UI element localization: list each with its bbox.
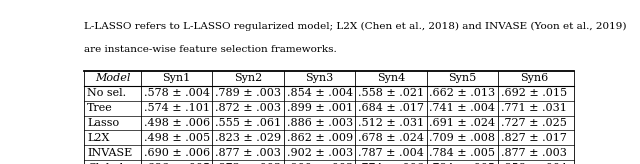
- Text: .827 ± .017: .827 ± .017: [501, 133, 567, 143]
- Text: .574 ± .101: .574 ± .101: [144, 103, 210, 113]
- Text: Syn3: Syn3: [305, 73, 333, 83]
- Text: .709 ± .008: .709 ± .008: [429, 133, 495, 143]
- Text: Syn1: Syn1: [163, 73, 191, 83]
- Text: .784 ± .005: .784 ± .005: [429, 163, 495, 164]
- Text: No sel.: No sel.: [87, 88, 126, 98]
- Text: .498 ± .006: .498 ± .006: [143, 118, 210, 128]
- Text: Lasso: Lasso: [87, 118, 119, 128]
- Text: Syn5: Syn5: [448, 73, 477, 83]
- Text: Global: Global: [87, 163, 123, 164]
- Text: .899 ± .001: .899 ± .001: [287, 103, 353, 113]
- Text: .886 ± .003: .886 ± .003: [287, 118, 353, 128]
- Text: .873 ± .003: .873 ± .003: [215, 163, 281, 164]
- Text: .578 ± .004: .578 ± .004: [144, 88, 210, 98]
- Text: .900 ± .003: .900 ± .003: [287, 163, 353, 164]
- Text: are instance-wise feature selection frameworks.: are instance-wise feature selection fram…: [84, 45, 337, 54]
- Text: .741 ± .004: .741 ± .004: [429, 103, 495, 113]
- Text: INVASE: INVASE: [87, 148, 132, 158]
- Text: .789 ± .003: .789 ± .003: [215, 88, 281, 98]
- Text: .692 ± .015: .692 ± .015: [500, 88, 567, 98]
- Text: .691 ± .024: .691 ± .024: [429, 118, 495, 128]
- Text: .854 ± .004: .854 ± .004: [287, 88, 353, 98]
- Text: .558 ± .021: .558 ± .021: [358, 88, 424, 98]
- Text: .555 ± .061: .555 ± .061: [215, 118, 281, 128]
- Text: Syn2: Syn2: [234, 73, 262, 83]
- Text: .498 ± .005: .498 ± .005: [143, 133, 210, 143]
- Text: .690 ± .006: .690 ± .006: [143, 148, 210, 158]
- Text: .684 ± .017: .684 ± .017: [358, 103, 424, 113]
- Text: .902 ± .003: .902 ± .003: [287, 148, 353, 158]
- Text: L2X: L2X: [87, 133, 109, 143]
- Text: Tree: Tree: [87, 103, 113, 113]
- Text: .678 ± .024: .678 ± .024: [358, 133, 424, 143]
- Text: .774 ± .006: .774 ± .006: [358, 163, 424, 164]
- Text: .784 ± .005: .784 ± .005: [429, 148, 495, 158]
- Text: .872 ± .003: .872 ± .003: [215, 103, 281, 113]
- Text: Syn6: Syn6: [520, 73, 548, 83]
- Text: L-LASSO refers to L-LASSO regularized model; L2X (Chen et al., 2018) and INVASE : L-LASSO refers to L-LASSO regularized mo…: [84, 22, 627, 31]
- Text: .823 ± .029: .823 ± .029: [215, 133, 281, 143]
- Text: .771 ± .031: .771 ± .031: [501, 103, 567, 113]
- Text: .727 ± .025: .727 ± .025: [501, 118, 567, 128]
- Text: Syn4: Syn4: [377, 73, 405, 83]
- Text: .858 ± .004: .858 ± .004: [500, 163, 567, 164]
- Text: .686 ± .005: .686 ± .005: [143, 163, 210, 164]
- Text: .662 ± .013: .662 ± .013: [429, 88, 495, 98]
- Text: .862 ± .009: .862 ± .009: [287, 133, 353, 143]
- Text: .877 ± .003: .877 ± .003: [215, 148, 281, 158]
- Text: .787 ± .004: .787 ± .004: [358, 148, 424, 158]
- Text: Model: Model: [95, 73, 130, 83]
- Text: .512 ± .031: .512 ± .031: [358, 118, 424, 128]
- Text: .877 ± .003: .877 ± .003: [501, 148, 567, 158]
